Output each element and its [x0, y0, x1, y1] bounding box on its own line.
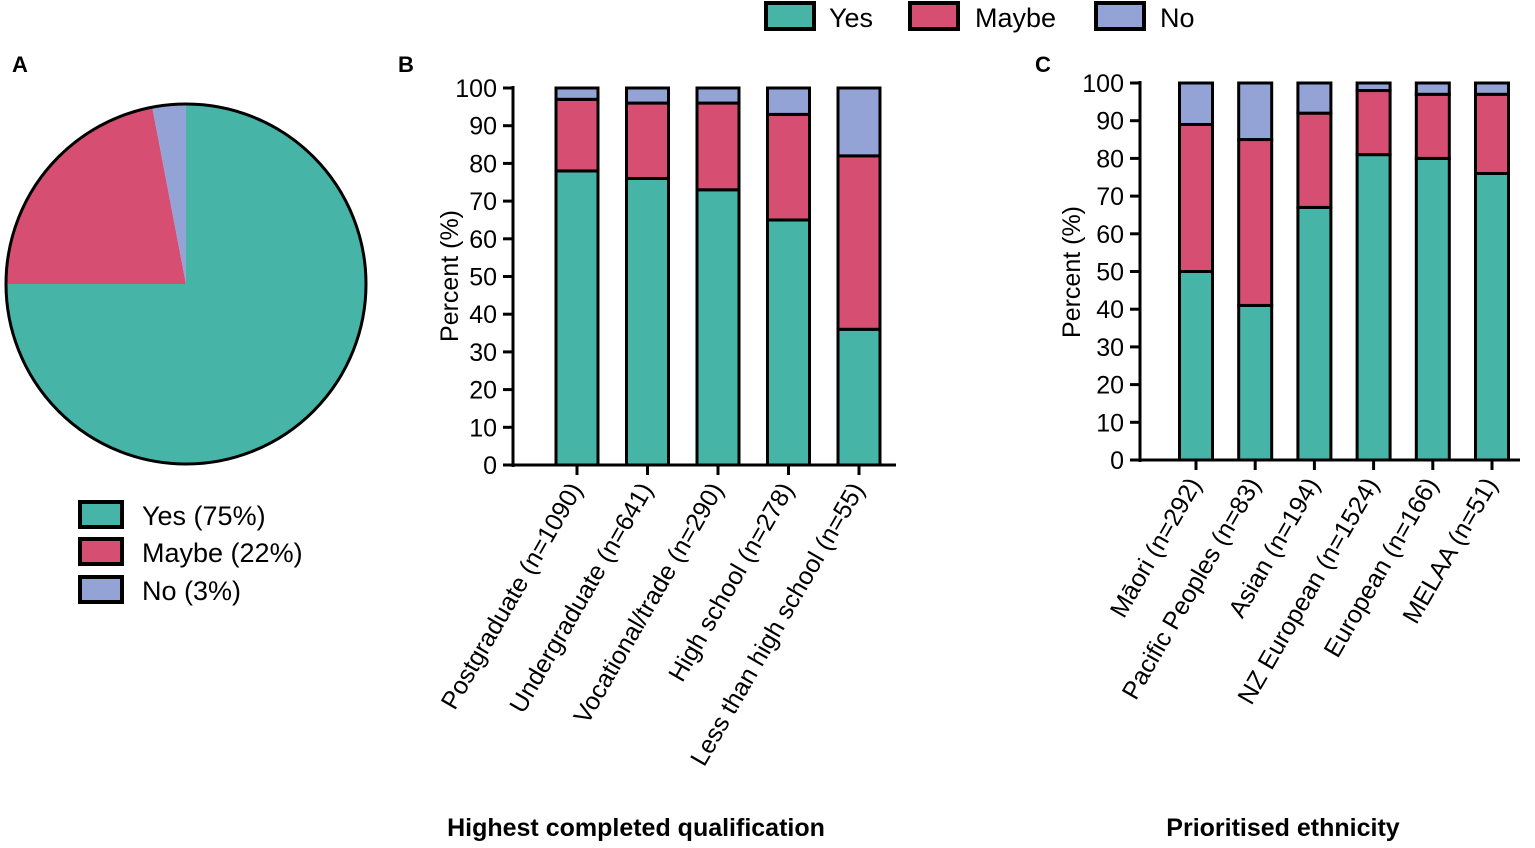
bar-segment-maybe: [1237, 138, 1274, 307]
y-tick-label: 60: [1096, 221, 1124, 249]
y-tick-label: 10: [1096, 409, 1124, 437]
bar-segment-no: [695, 86, 741, 105]
pie-legend-swatch-yes: [78, 500, 124, 529]
legend-label-yes: Yes: [829, 3, 873, 33]
bar-segment-maybe: [1414, 92, 1451, 160]
bar-segment-no: [1296, 81, 1333, 115]
bar-segment-yes: [1474, 171, 1510, 462]
legend-label-maybe: Maybe: [975, 3, 1056, 33]
y-tick-label: 30: [469, 339, 497, 367]
y-tick-label: 20: [469, 377, 497, 405]
y-tick-label: 100: [455, 75, 497, 103]
y-tick-label: 0: [483, 452, 497, 480]
bar-segment-no: [766, 86, 811, 116]
y-tick-label: 40: [1096, 296, 1124, 324]
bar-segment-maybe: [625, 101, 670, 180]
x-axis-title-ethnicity: Prioritised ethnicity: [1166, 814, 1399, 842]
bar-segment-maybe: [836, 154, 882, 331]
pie-slice-no: [152, 104, 186, 284]
pie-legend-label-no: No (3%): [142, 576, 241, 606]
bar-segment-no: [1237, 81, 1274, 142]
bar-segment-no: [1414, 81, 1451, 96]
y-tick-label: 70: [469, 188, 497, 216]
bar-segment-yes: [1414, 156, 1451, 462]
bar-segment-yes: [1355, 153, 1392, 462]
bar-segment-yes: [625, 176, 670, 467]
y-tick-label: 90: [1096, 108, 1124, 136]
bar-segment-maybe: [554, 97, 600, 173]
y-tick-label: 30: [1096, 334, 1124, 362]
y-tick-label: 40: [469, 301, 497, 329]
pie-outline: [4, 102, 368, 466]
pie-legend-swatch-maybe: [78, 537, 124, 566]
y-tick-label: 80: [469, 150, 497, 178]
pie-chart: [4, 102, 368, 466]
pie-legend-swatch-no: [78, 575, 124, 604]
bar-segment-maybe: [1296, 111, 1333, 209]
y-axis-title-qualification: Percent (%): [436, 210, 464, 342]
bar-segment-maybe: [1474, 92, 1510, 175]
bar-segment-yes: [695, 188, 741, 467]
bar-segment-no: [1178, 81, 1214, 126]
legend-label-no: No: [1160, 3, 1195, 33]
bar-segment-yes: [1178, 270, 1214, 462]
x-category-label: High school (n=278): [663, 478, 799, 686]
y-tick-label: 50: [1096, 259, 1124, 287]
bar-segment-yes: [836, 327, 882, 467]
y-tick-label: 80: [1096, 145, 1124, 173]
y-tick-label: 0: [1110, 447, 1124, 475]
pie-legend-label-yes: Yes (75%): [142, 501, 266, 531]
y-tick-label: 100: [1082, 70, 1124, 98]
panel-label-b: B: [398, 52, 414, 77]
bar-segment-yes: [1237, 303, 1274, 462]
legend-swatch-yes: [764, 1, 816, 31]
legend-swatch-no: [1094, 1, 1146, 31]
panel-label-a: A: [12, 52, 28, 77]
pie-legend-label-maybe: Maybe (22%): [142, 538, 303, 568]
top-legend: Yes Maybe No: [764, 1, 1195, 33]
y-tick-label: 50: [469, 264, 497, 292]
bar-segment-maybe: [1355, 89, 1392, 157]
bar-segment-maybe: [1178, 122, 1214, 273]
legend-swatch-maybe: [908, 1, 960, 31]
pie-legend: Yes (75%) Maybe (22%) No (3%): [78, 500, 303, 606]
y-tick-label: 70: [1096, 183, 1124, 211]
bar-segment-no: [1474, 81, 1510, 96]
y-tick-label: 10: [469, 414, 497, 442]
bar-segment-yes: [766, 218, 811, 467]
y-tick-label: 90: [469, 113, 497, 141]
bar-segment-yes: [554, 169, 600, 467]
bar-segment-no: [836, 86, 882, 158]
bar-segment-no: [554, 86, 600, 101]
bar-segment-maybe: [766, 112, 811, 222]
bar-segment-no: [625, 86, 670, 105]
y-tick-label: 60: [469, 226, 497, 254]
bar-segment-no: [1355, 81, 1392, 93]
panel-label-c: C: [1035, 52, 1051, 77]
y-tick-label: 20: [1096, 372, 1124, 400]
y-axis-title-ethnicity: Percent (%): [1058, 206, 1086, 338]
pie-slice-maybe: [6, 107, 186, 284]
x-axis-title-qualification: Highest completed qualification: [447, 814, 825, 842]
bar-segment-yes: [1296, 205, 1333, 462]
bar-segment-maybe: [695, 101, 741, 192]
